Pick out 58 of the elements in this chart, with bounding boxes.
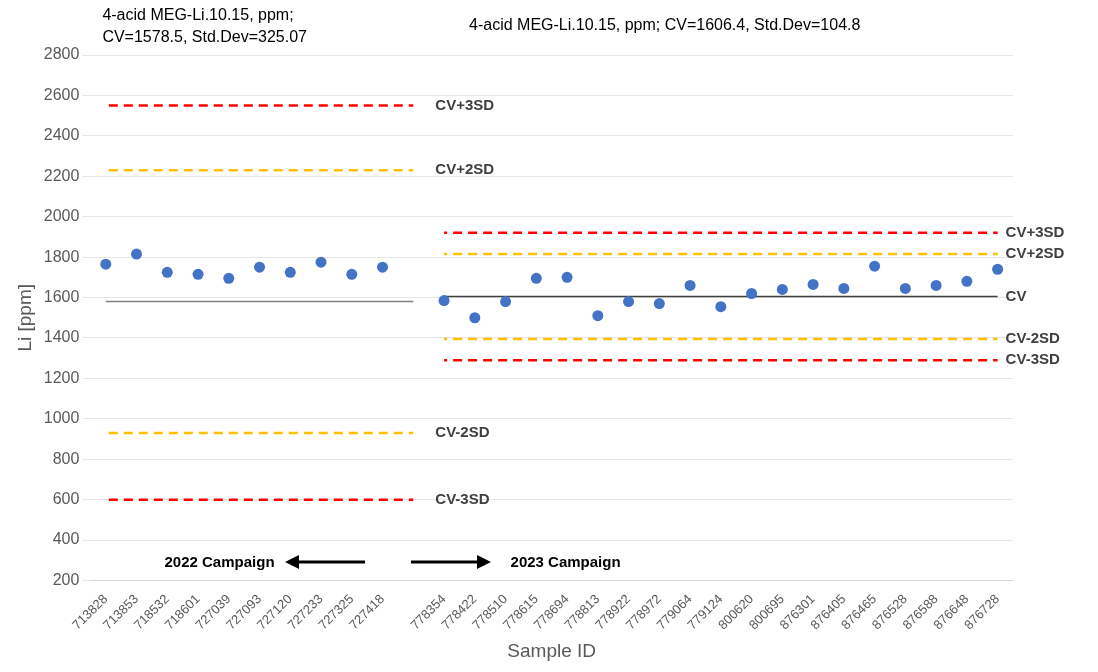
annotation: 2023 Campaign bbox=[510, 553, 621, 571]
point bbox=[592, 310, 604, 322]
point bbox=[254, 261, 266, 273]
point bbox=[961, 275, 973, 287]
y-tick-label: 2800 bbox=[43, 45, 80, 63]
point bbox=[346, 268, 358, 280]
y-tick-label: 1400 bbox=[43, 328, 80, 346]
point bbox=[684, 279, 696, 291]
point bbox=[992, 263, 1004, 275]
y-tick-label: 1600 bbox=[43, 287, 80, 305]
series-label: CV+3SD bbox=[1005, 223, 1065, 240]
series-label: CV+2SD bbox=[435, 160, 495, 178]
point bbox=[161, 266, 173, 278]
series-label: CV-2SD bbox=[435, 423, 490, 441]
point bbox=[500, 296, 512, 308]
annotation: 2022 Campaign bbox=[164, 553, 275, 571]
series-label: CV-2SD bbox=[1005, 329, 1060, 347]
point bbox=[100, 258, 112, 270]
y-tick-label: 200 bbox=[52, 570, 80, 588]
point bbox=[131, 248, 143, 260]
series-label: CV+3SD bbox=[435, 95, 495, 113]
y-tick-label: 1200 bbox=[43, 368, 80, 386]
point bbox=[899, 282, 911, 294]
point bbox=[469, 312, 481, 324]
series-label: CV-3SD bbox=[435, 489, 490, 507]
x-axis-title: Sample ID bbox=[507, 639, 597, 661]
series-label: CV-3SD bbox=[1005, 350, 1060, 368]
series-label: CV bbox=[1005, 286, 1027, 304]
y-tick-label: 2400 bbox=[43, 126, 80, 144]
point bbox=[377, 261, 389, 273]
point bbox=[561, 271, 573, 283]
point bbox=[715, 301, 727, 313]
text: 4-acid MEG-Li.10.15, ppm; CV=1578.5, Std.Dev=325.07 bbox=[102, 6, 308, 45]
y-tick-label: 600 bbox=[52, 490, 80, 508]
point bbox=[930, 279, 942, 291]
y-tick-label: 1800 bbox=[43, 247, 80, 265]
y-tick-label: 800 bbox=[52, 449, 80, 467]
point bbox=[315, 256, 327, 268]
point bbox=[623, 296, 635, 308]
y-axis-title: Li [ppm] bbox=[13, 283, 35, 352]
y-tick-label: 1000 bbox=[43, 409, 80, 427]
y-tick-label: 2000 bbox=[43, 207, 80, 225]
point bbox=[223, 272, 235, 284]
point bbox=[869, 260, 881, 272]
y-tick-label: 400 bbox=[52, 530, 80, 548]
series-label: CV+2SD bbox=[1005, 244, 1065, 262]
y-tick-label: 2600 bbox=[43, 85, 80, 103]
point bbox=[838, 282, 850, 294]
point bbox=[192, 268, 204, 280]
point bbox=[746, 287, 758, 299]
y-tick-label: 2200 bbox=[43, 166, 80, 184]
point bbox=[438, 295, 450, 307]
text: 4-acid MEG-Li.10.15, ppm; CV=1606.4, Std.Dev=104.8 bbox=[469, 16, 861, 33]
point bbox=[776, 283, 788, 295]
point bbox=[653, 298, 665, 310]
point bbox=[807, 278, 819, 290]
point bbox=[530, 272, 542, 284]
point bbox=[284, 266, 296, 278]
